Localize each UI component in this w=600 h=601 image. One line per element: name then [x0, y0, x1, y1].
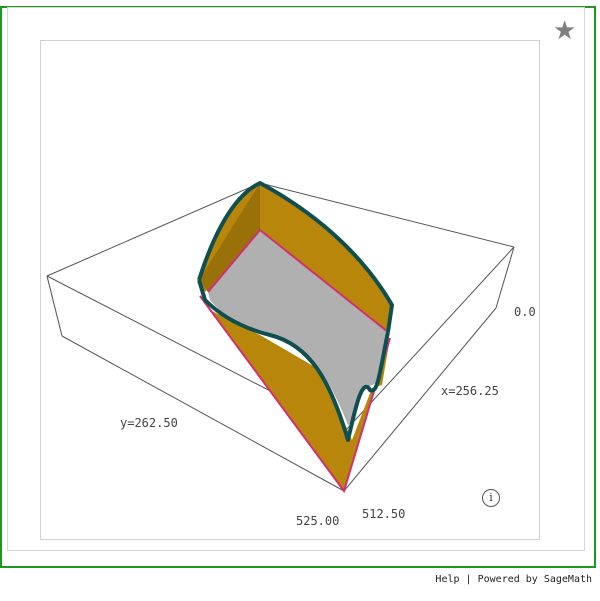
- z-tick-label: 0.0: [514, 305, 536, 319]
- cut-plane: [208, 230, 388, 425]
- box-edge: [343, 307, 497, 492]
- box-edge: [495, 246, 515, 309]
- powered-by-link[interactable]: Powered by SageMath: [477, 574, 592, 585]
- x-tick-max: 512.50: [362, 507, 405, 521]
- footer-separator: |: [465, 574, 472, 585]
- cut-edge: [207, 228, 389, 333]
- box-edge: [345, 246, 515, 431]
- surface-edge-bottom: [197, 279, 390, 442]
- help-link[interactable]: Help: [435, 574, 460, 585]
- y-axis-label: y=262.50: [120, 416, 178, 430]
- box-edge: [46, 182, 261, 277]
- surface-edge-top: [197, 181, 394, 333]
- info-icon[interactable]: i: [482, 489, 500, 507]
- surface-front-wall: [200, 296, 390, 491]
- footer: Help | Powered by SageMath: [435, 574, 592, 585]
- inner-frame: [7, 7, 585, 551]
- box-edge: [259, 182, 515, 248]
- box-edge: [46, 275, 63, 337]
- x-axis-label: x=256.25: [441, 384, 499, 398]
- y-tick-max: 525.00: [296, 514, 339, 528]
- surface: [197, 181, 394, 494]
- surface-shade: [199, 183, 260, 292]
- star-icon[interactable]: ★: [553, 16, 577, 46]
- box-edge: [61, 335, 345, 492]
- bounding-box: [46, 182, 515, 492]
